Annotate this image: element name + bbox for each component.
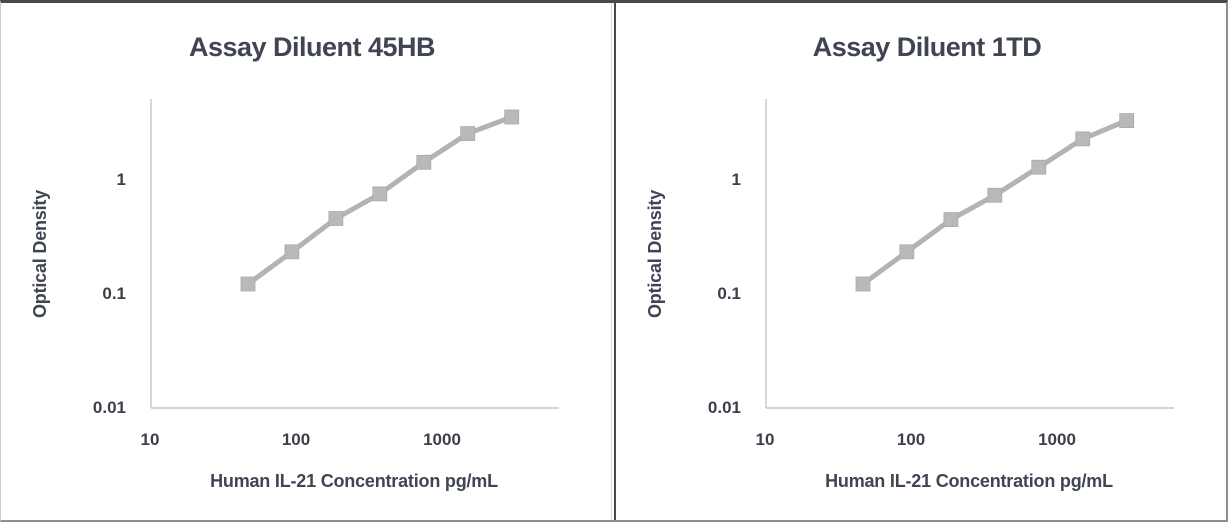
panel-assay-diluent-1td: 1 0.1 0.01 10 100 1000 Assay Diluent 1TD Opti… [616,3,1226,520]
y-tick-label: 0.1 [717,284,741,303]
y-tick-label: 0.01 [93,398,126,417]
data-point-marker [987,187,1003,203]
data-point-marker [943,212,959,228]
panel-divider [613,3,616,520]
x-tick-label: 10 [756,430,775,449]
chart-plot-area: 1 0.1 0.01 10 100 1000 [708,99,1174,449]
panel-gap [611,3,614,520]
panel-assay-diluent-45hb: 1 0.1 0.01 10 100 1000 Assay Diluent 45HB Opt… [1,3,611,520]
data-point-marker [1075,131,1091,147]
data-point-marker [240,276,256,292]
y-axis-label: Optical Density [30,190,50,318]
data-point-marker [504,109,520,125]
x-axis-label: Human IL-21 Concentration pg/mL [210,471,498,491]
x-tick-label: 100 [282,430,310,449]
chart-title: Assay Diluent 45HB [189,32,435,62]
data-point-marker [1031,159,1047,175]
y-tick-label: 0.01 [708,398,741,417]
chart-title: Assay Diluent 1TD [813,32,1042,62]
x-axis-label: Human IL-21 Concentration pg/mL [825,471,1113,491]
x-tick-label: 10 [141,430,160,449]
chart-plot-area: 1 0.1 0.01 10 100 1000 [93,99,559,449]
data-point-marker [460,126,476,141]
data-point-marker [899,244,915,260]
data-point-marker [855,276,871,292]
chart-assay-diluent-1td: 1 0.1 0.01 10 100 1000 Assay Diluent 1TD Opti… [645,32,1174,491]
panel-border-line [611,3,612,520]
data-point-marker [328,211,344,226]
x-tick-label: 100 [897,430,925,449]
data-point-marker [284,244,300,260]
data-point-marker [1119,113,1135,128]
data-point-marker [372,186,388,202]
data-point-marker [416,154,432,170]
x-tick-label: 1000 [423,430,461,449]
y-axis-label: Optical Density [645,190,665,318]
y-tick-label: 1 [732,170,741,189]
y-tick-label: 1 [117,170,126,189]
x-tick-label: 1000 [1038,430,1076,449]
y-tick-label: 0.1 [102,284,126,303]
chart-assay-diluent-45hb: 1 0.1 0.01 10 100 1000 Assay Diluent 45HB Opt… [30,32,559,491]
